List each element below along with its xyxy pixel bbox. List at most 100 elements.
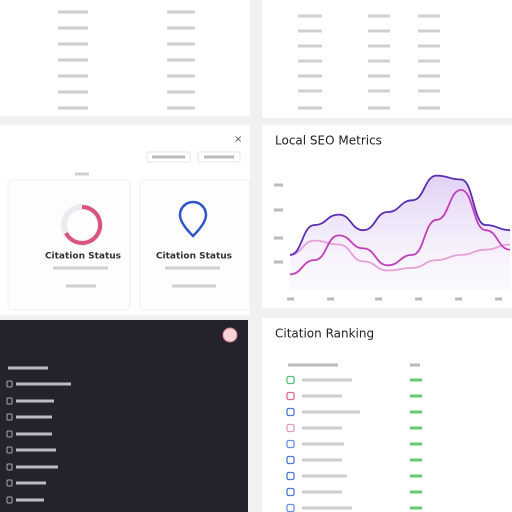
text-placeholder (16, 448, 56, 452)
text-placeholder (16, 481, 46, 485)
text-placeholder (58, 74, 88, 78)
text-placeholder (375, 297, 382, 301)
text-placeholder (58, 42, 88, 46)
row-icon (286, 407, 295, 417)
row-icon (286, 471, 295, 481)
area (290, 175, 510, 290)
panel (262, 318, 512, 512)
text-placeholder (410, 378, 422, 382)
row-icon (286, 391, 295, 401)
donut-arc (64, 204, 103, 245)
row-icon (286, 375, 295, 385)
close-button[interactable]: × (234, 134, 242, 145)
row-icon (286, 423, 295, 433)
text-placeholder (16, 498, 44, 502)
panel (262, 0, 512, 118)
text-placeholder (16, 399, 54, 403)
text-placeholder (410, 394, 422, 398)
text-placeholder (302, 442, 344, 446)
text-placeholder (16, 432, 52, 436)
text-placeholder (418, 44, 440, 48)
row-icon (286, 439, 295, 449)
text-placeholder (274, 236, 283, 240)
text-placeholder (410, 442, 422, 446)
card (139, 179, 251, 311)
text-placeholder (302, 378, 352, 382)
text-placeholder (8, 366, 48, 370)
text-placeholder (410, 426, 422, 430)
text-placeholder (302, 458, 342, 462)
text-placeholder (368, 59, 390, 63)
text-placeholder (410, 490, 422, 494)
text-placeholder (274, 260, 283, 264)
text-placeholder (418, 106, 440, 110)
text-placeholder (410, 410, 422, 414)
text-placeholder (410, 458, 422, 462)
text-placeholder (274, 208, 283, 212)
text-placeholder (298, 89, 322, 93)
text-placeholder (58, 90, 88, 94)
text-placeholder (298, 106, 322, 110)
text-placeholder (298, 14, 322, 18)
text-placeholder (167, 10, 195, 14)
section-title: Citation Ranking (275, 327, 374, 341)
text-placeholder (368, 44, 390, 48)
text-placeholder (418, 29, 440, 33)
panel (0, 0, 250, 116)
pin-icon (178, 200, 208, 238)
text-placeholder (58, 106, 88, 110)
text-placeholder (165, 266, 220, 270)
text-placeholder (368, 106, 390, 110)
avatar[interactable] (222, 327, 238, 343)
text-placeholder (298, 74, 322, 78)
text-placeholder (418, 74, 440, 78)
card (7, 179, 131, 311)
line (289, 188, 511, 276)
list-icon (6, 380, 13, 388)
text-placeholder (418, 59, 440, 63)
text-placeholder (167, 58, 195, 62)
text-placeholder (327, 297, 334, 301)
text-placeholder (75, 172, 89, 176)
text-placeholder (167, 90, 195, 94)
text-placeholder (167, 106, 195, 110)
text-placeholder (410, 474, 422, 478)
card-title: Citation Status (45, 252, 121, 262)
text-placeholder (410, 506, 422, 510)
list-icon (6, 496, 13, 504)
text-placeholder (368, 89, 390, 93)
text-placeholder (368, 29, 390, 33)
text-placeholder (58, 58, 88, 62)
text-placeholder (302, 410, 360, 414)
text-placeholder (368, 14, 390, 18)
text-placeholder (172, 284, 216, 288)
text-placeholder (16, 382, 71, 386)
row-icon (286, 487, 295, 497)
line (289, 174, 511, 256)
text-placeholder (53, 266, 108, 270)
text-placeholder (302, 474, 347, 478)
text-placeholder (495, 297, 502, 301)
chart-title: Local SEO Metrics (275, 134, 382, 148)
text-placeholder (152, 155, 185, 159)
text-placeholder (167, 26, 195, 30)
list-icon (6, 430, 13, 438)
list-icon (6, 446, 13, 454)
text-placeholder (167, 42, 195, 46)
text-placeholder (418, 89, 440, 93)
list-icon (6, 479, 13, 487)
text-placeholder (298, 44, 322, 48)
text-placeholder (58, 10, 88, 14)
text-placeholder (58, 26, 88, 30)
text-placeholder (302, 426, 342, 430)
text-placeholder (287, 297, 294, 301)
text-placeholder (298, 59, 322, 63)
text-placeholder (298, 29, 322, 33)
text-placeholder (66, 284, 96, 288)
line (289, 239, 511, 272)
text-placeholder (415, 297, 422, 301)
text-placeholder (455, 297, 462, 301)
text-placeholder (16, 415, 52, 419)
